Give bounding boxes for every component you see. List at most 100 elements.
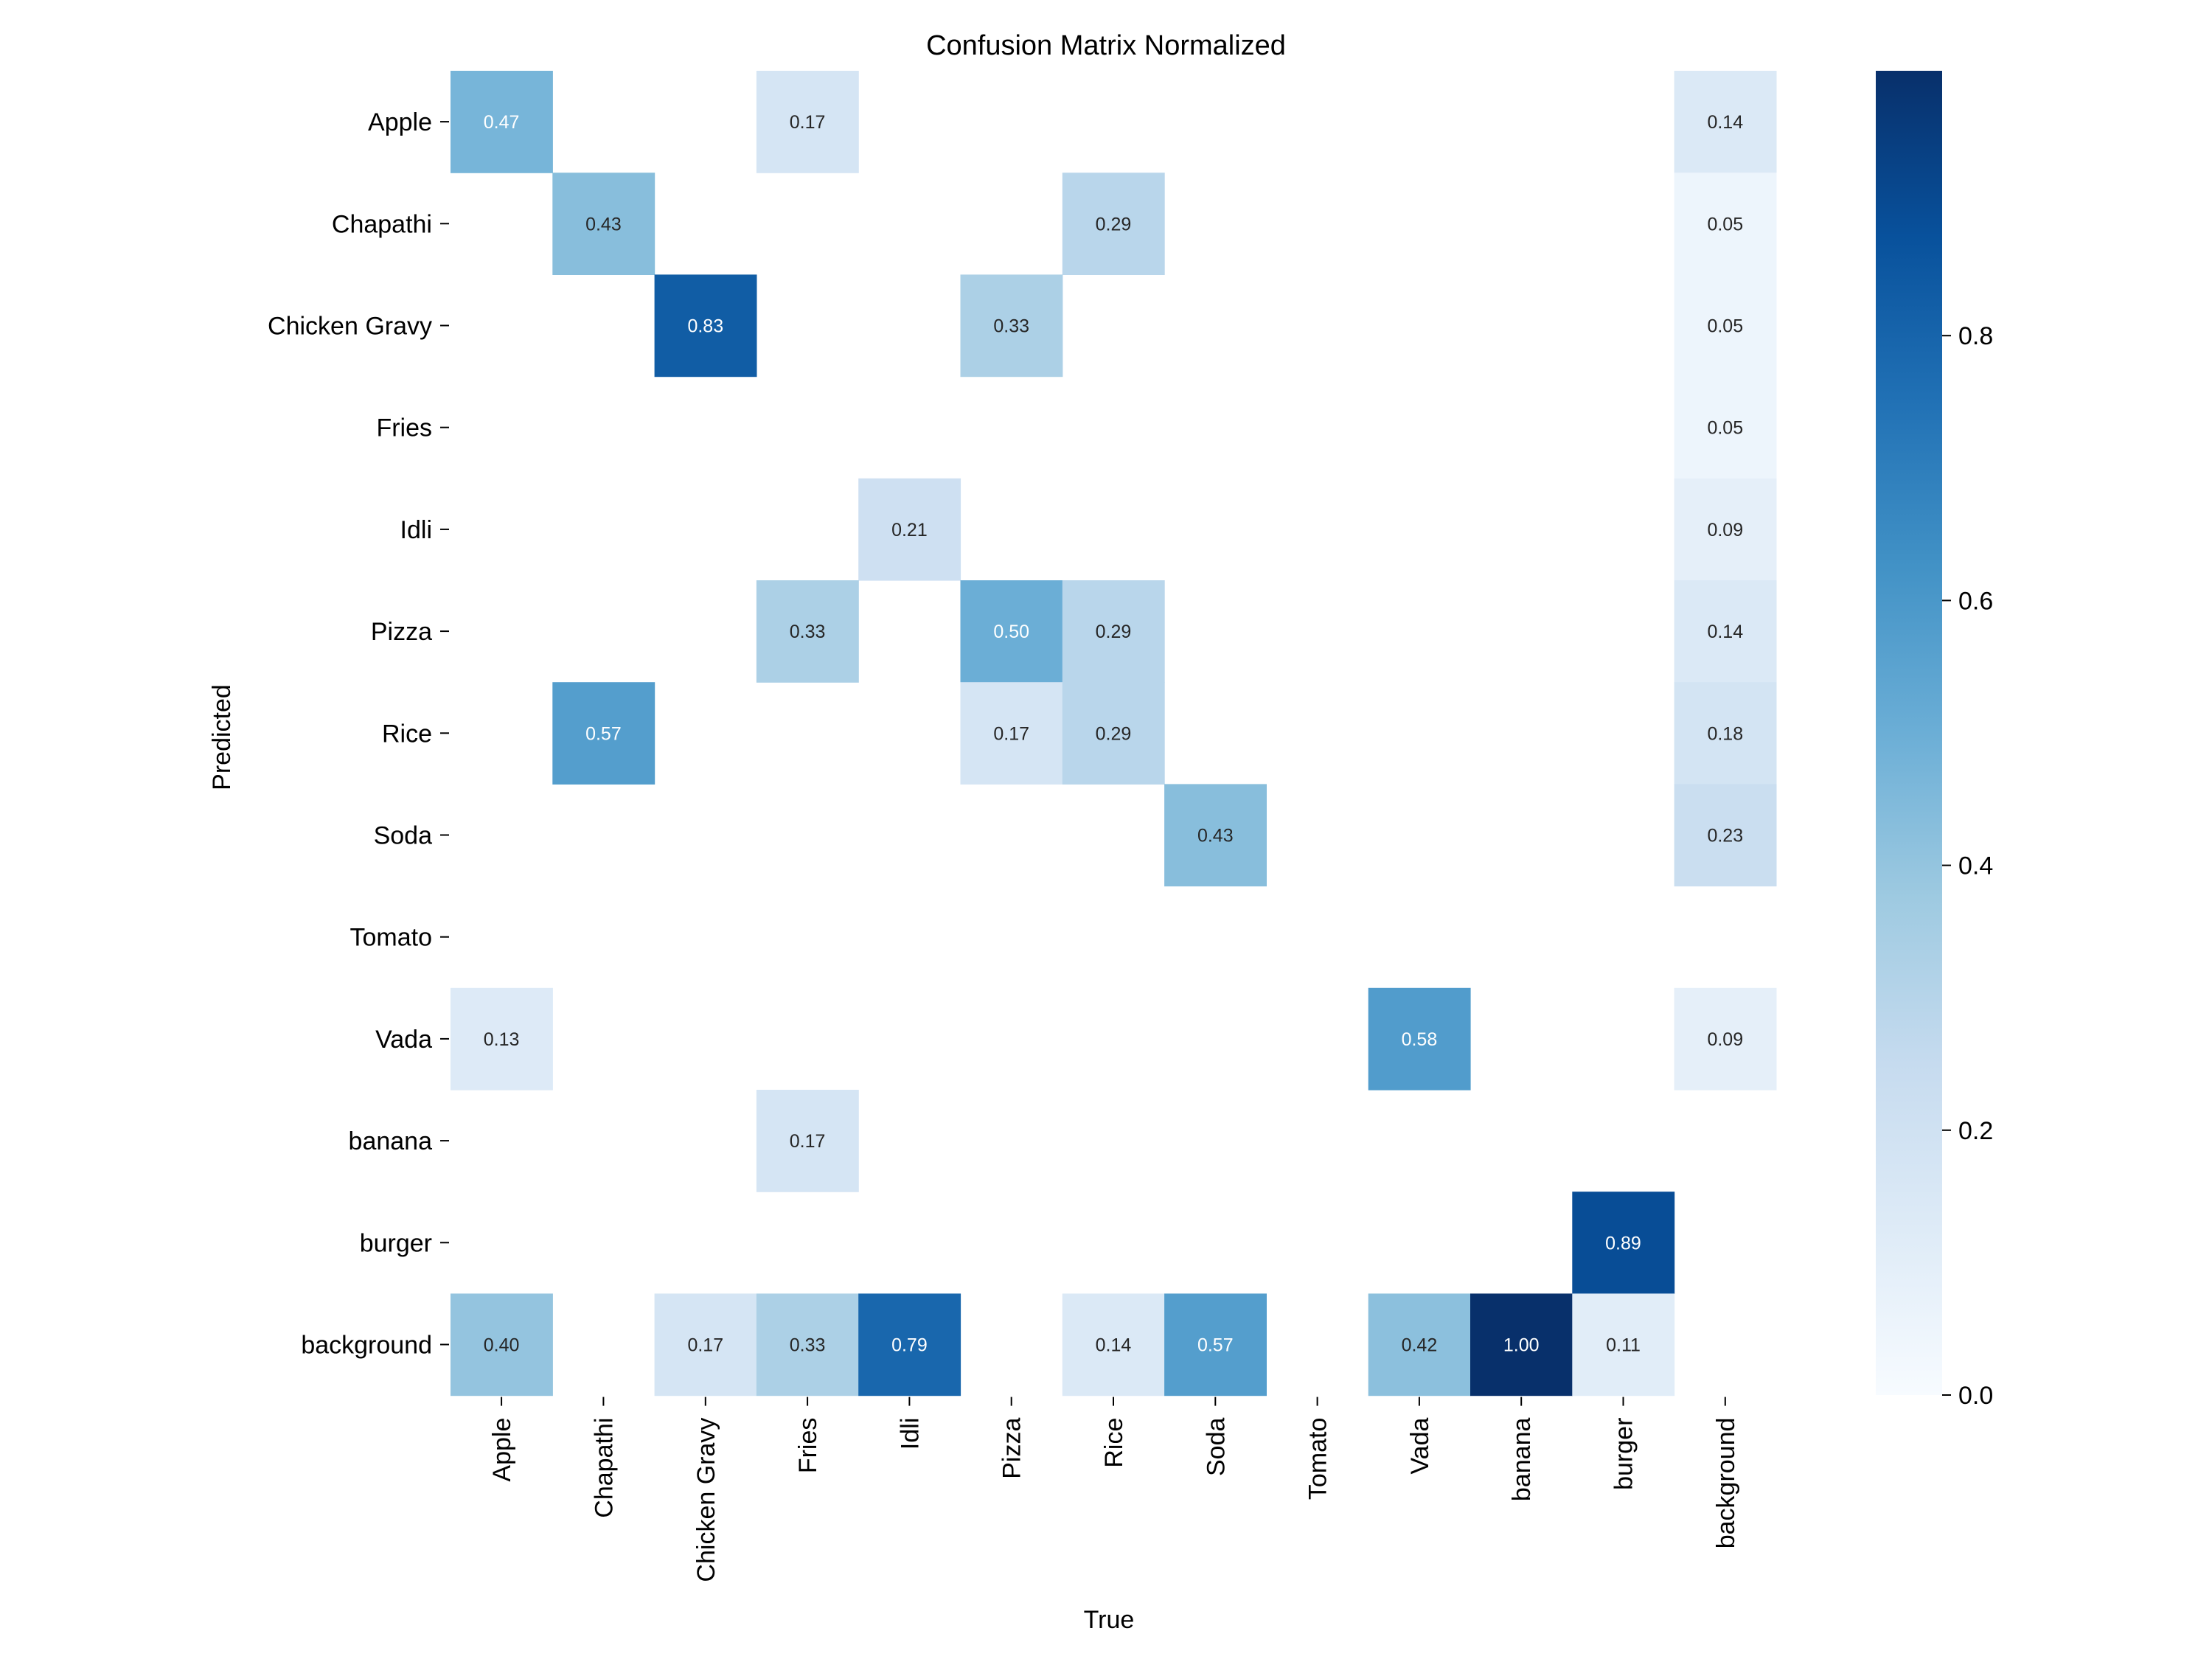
- cell-value-label: 0.09: [1707, 1029, 1743, 1050]
- heatmap-cells: 0.47 0.17 0.14 0.43 0.29 0.05 0.83 0.33 0.05 0.05…: [451, 71, 1777, 1397]
- chart-title: Confusion Matrix Normalized: [926, 30, 1286, 61]
- cell-value-label: 0.17: [790, 1131, 826, 1152]
- y-tick-label: Chicken Gravy: [268, 313, 432, 341]
- heatmap-cell: [1062, 173, 1165, 275]
- cell-value-label: 0.79: [891, 1335, 928, 1356]
- heatmap-cell: [1674, 478, 1777, 581]
- heatmap-cell: [756, 580, 859, 683]
- heatmap-cell: [552, 173, 655, 275]
- cell-value-label: 0.18: [1707, 723, 1743, 744]
- cell-value-label: 0.29: [1096, 622, 1132, 642]
- y-tick-labels: Apple Chapathi Chicken Gravy Fries Idli Pizza…: [268, 108, 449, 1360]
- cell-value-label: 0.14: [1096, 1335, 1132, 1356]
- heatmap-cell: [654, 274, 757, 378]
- x-tick-label: Fries: [794, 1418, 822, 1474]
- heatmap-cell: [858, 1293, 961, 1397]
- y-tick-label: background: [301, 1332, 432, 1360]
- y-tick-label: Vada: [375, 1026, 432, 1054]
- heatmap-cell: [756, 1293, 859, 1397]
- cell-value-label: 0.33: [790, 1335, 826, 1356]
- y-tick-label: Apple: [368, 108, 432, 136]
- heatmap-cell: [756, 71, 859, 173]
- y-tick-label: Fries: [376, 414, 432, 442]
- y-tick-label: Pizza: [371, 618, 432, 646]
- x-tick-label: banana: [1508, 1418, 1536, 1502]
- colorbar-tick-label: 0.4: [1958, 852, 1993, 880]
- heatmap-cell: [960, 274, 1063, 378]
- heatmap-cell: [1674, 376, 1777, 479]
- cell-value-label: 0.58: [1402, 1029, 1438, 1050]
- heatmap-cell: [1572, 1293, 1675, 1397]
- heatmap-cell: [451, 987, 553, 1091]
- heatmap-cell: [1674, 274, 1777, 378]
- y-tick-label: Chapathi: [332, 210, 432, 238]
- colorbar-ticks: 0.0 0.2 0.4 0.6 0.8: [1942, 322, 1993, 1410]
- colorbar-tick-label: 0.2: [1958, 1117, 1993, 1145]
- cell-value-label: 0.57: [1197, 1335, 1234, 1356]
- x-tick-label: Pizza: [998, 1418, 1026, 1479]
- cell-value-label: 0.43: [585, 214, 622, 234]
- cell-value-label: 0.29: [1096, 723, 1132, 744]
- cell-value-label: 0.43: [1197, 826, 1234, 846]
- cell-value-label: 0.23: [1707, 826, 1743, 846]
- heatmap-cell: [1674, 682, 1777, 785]
- colorbar-tick-label: 0.0: [1958, 1382, 1993, 1410]
- heatmap-cell: [858, 478, 961, 581]
- heatmap-cell: [1674, 173, 1777, 275]
- y-axis-label: Predicted: [208, 684, 236, 790]
- cell-value-label: 0.42: [1402, 1335, 1438, 1356]
- heatmap-cell: [451, 1293, 553, 1397]
- y-tick-label: Tomato: [350, 924, 433, 952]
- cell-value-label: 0.05: [1707, 316, 1743, 337]
- x-axis-label: True: [1084, 1606, 1135, 1634]
- x-tick-label: Idli: [896, 1418, 924, 1450]
- cell-value-label: 0.17: [993, 723, 1029, 744]
- y-tick-label: Idli: [400, 516, 432, 544]
- heatmap-cell: [1062, 580, 1165, 683]
- x-tick-label: Soda: [1202, 1418, 1230, 1476]
- x-tick-label: Apple: [488, 1418, 516, 1482]
- y-tick-label: banana: [349, 1127, 433, 1155]
- colorbar: [1876, 71, 1942, 1395]
- cell-value-label: 0.17: [687, 1335, 723, 1356]
- cell-value-label: 0.14: [1707, 112, 1743, 133]
- heatmap-cell: [1368, 1293, 1471, 1397]
- cell-value-label: 0.89: [1605, 1233, 1641, 1253]
- x-tick-label: Chicken Gravy: [692, 1418, 720, 1582]
- x-tick-label: burger: [1610, 1418, 1638, 1490]
- heatmap-cell: [552, 682, 655, 785]
- heatmap-cell: [1368, 987, 1471, 1091]
- y-tick-label: burger: [360, 1229, 432, 1257]
- y-tick-label: Rice: [382, 720, 432, 748]
- cell-value-label: 0.13: [484, 1029, 520, 1050]
- x-tick-label: Rice: [1100, 1418, 1128, 1468]
- heatmap-cell: [756, 1090, 859, 1192]
- heatmap-cell: [1164, 784, 1267, 887]
- cell-value-label: 0.57: [585, 723, 622, 744]
- heatmap-cell: [1164, 1293, 1267, 1397]
- x-tick-label: background: [1712, 1418, 1740, 1549]
- cell-value-label: 0.21: [891, 520, 928, 540]
- cell-value-label: 1.00: [1503, 1335, 1540, 1356]
- heatmap-cell: [1674, 784, 1777, 887]
- x-tick-label: Vada: [1406, 1418, 1434, 1475]
- cell-value-label: 0.47: [484, 112, 520, 133]
- x-tick-label: Tomato: [1304, 1418, 1332, 1500]
- heatmap-cell: [960, 682, 1063, 785]
- cell-value-label: 0.33: [790, 622, 826, 642]
- cell-value-label: 0.40: [484, 1335, 520, 1356]
- cell-value-label: 0.14: [1707, 622, 1743, 642]
- heatmap-cell: [1470, 1293, 1573, 1397]
- cell-value-label: 0.83: [687, 316, 723, 337]
- heatmap-cell: [654, 1293, 757, 1397]
- heatmap-cell: [960, 580, 1063, 683]
- heatmap-cell: [1062, 682, 1165, 785]
- cell-value-label: 0.29: [1096, 214, 1132, 234]
- heatmap-cell: [1572, 1192, 1675, 1294]
- cell-value-label: 0.05: [1707, 418, 1743, 439]
- colorbar-tick-label: 0.8: [1958, 322, 1993, 350]
- heatmap-cell: [451, 71, 553, 173]
- colorbar-tick-label: 0.6: [1958, 587, 1993, 615]
- cell-value-label: 0.17: [790, 112, 826, 133]
- cell-value-label: 0.33: [993, 316, 1029, 337]
